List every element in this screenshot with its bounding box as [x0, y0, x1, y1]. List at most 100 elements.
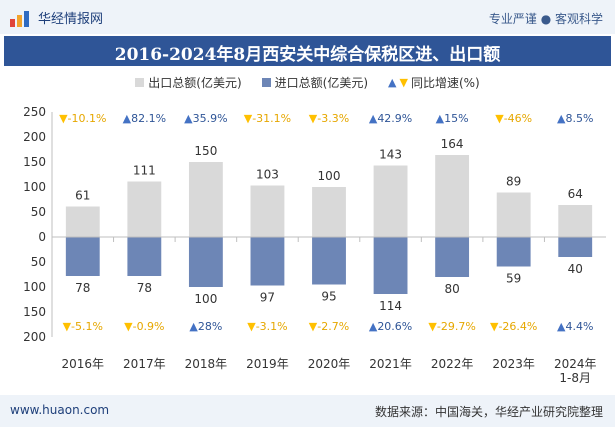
- export-growth-label: ▼-10.1%: [59, 112, 106, 125]
- x-tick-label: 1-8月: [559, 371, 591, 385]
- export-bar: [435, 155, 470, 237]
- growth-value: 8.5%: [565, 112, 593, 125]
- growth-up-triangle-icon: ▲: [369, 112, 378, 125]
- export-bar: [127, 181, 162, 237]
- y-tick-label: 150: [23, 155, 46, 169]
- growth-up-triangle-icon: ▲: [369, 320, 378, 333]
- growth-value: 28%: [198, 320, 222, 333]
- export-value-label: 164: [441, 137, 464, 151]
- growth-up-triangle-icon: ▲: [184, 112, 193, 125]
- legend-up-triangle-icon: ▲: [388, 75, 397, 89]
- growth-value: 82.1%: [131, 112, 166, 125]
- export-growth-label: ▲8.5%: [557, 112, 593, 125]
- brand-logo: 华经情报网: [10, 8, 103, 27]
- growth-up-triangle-icon: ▲: [189, 320, 198, 333]
- export-growth-label: ▲35.9%: [184, 112, 227, 125]
- footer-source: 数据来源：中国海关，华经产业研究院整理: [374, 405, 603, 419]
- growth-value: -5.1%: [71, 320, 103, 333]
- import-growth-label: ▼-29.7%: [428, 320, 475, 333]
- import-growth-label: ▲28%: [189, 320, 222, 333]
- export-bar: [188, 162, 223, 237]
- growth-down-triangle-icon: ▼: [63, 320, 72, 333]
- x-tick-label: 2021年: [369, 357, 412, 371]
- growth-value: 20.6%: [377, 320, 412, 333]
- import-bar: [435, 237, 470, 277]
- export-bar: [496, 192, 531, 237]
- growth-value: -0.9%: [133, 320, 165, 333]
- x-tick-label: 2023年: [492, 357, 535, 371]
- legend-down-triangle-icon: ▼: [399, 75, 408, 89]
- export-value-label: 143: [379, 148, 402, 162]
- export-bar: [558, 205, 593, 237]
- legend-label-import: 进口总额(亿美元): [274, 76, 369, 90]
- legend-item-export: 出口总额(亿美元): [135, 74, 242, 91]
- growth-value: 15%: [444, 112, 468, 125]
- x-tick-label: 2020年: [308, 357, 351, 371]
- legend-swatch-import: [261, 78, 271, 87]
- import-growth-label: ▲4.4%: [557, 320, 593, 333]
- import-value-label: 80: [444, 282, 459, 296]
- export-bar: [250, 185, 285, 237]
- export-growth-label: ▼-31.1%: [244, 112, 291, 125]
- legend-label-export: 出口总额(亿美元): [148, 76, 242, 90]
- export-value-label: 103: [256, 168, 279, 182]
- import-bar: [65, 237, 100, 276]
- legend-item-growth: ▲ ▼ 同比增速(%): [388, 74, 480, 91]
- import-value-label: 78: [75, 281, 90, 295]
- growth-value: -3.1%: [256, 320, 288, 333]
- x-tick-label: 2022年: [431, 357, 474, 371]
- chart-legend: 出口总额(亿美元) 进口总额(亿美元) ▲ ▼ 同比增速(%): [0, 74, 615, 91]
- growth-down-triangle-icon: ▼: [495, 112, 504, 125]
- import-growth-label: ▼-5.1%: [63, 320, 103, 333]
- import-bar: [496, 237, 531, 267]
- x-tick-label: 2016年: [62, 357, 105, 371]
- export-bar: [65, 206, 100, 237]
- import-value-label: 40: [568, 262, 583, 276]
- growth-down-triangle-icon: ▼: [309, 320, 318, 333]
- growth-up-triangle-icon: ▲: [123, 112, 132, 125]
- growth-up-triangle-icon: ▲: [557, 112, 566, 125]
- export-value-label: 61: [75, 189, 90, 203]
- import-bar: [558, 237, 593, 257]
- export-growth-label: ▼-3.3%: [309, 112, 349, 125]
- x-tick-label: 2024年: [554, 357, 597, 371]
- chart-title: 2016-2024年8月西安关中综合保税区进、出口额: [114, 45, 501, 65]
- import-value-label: 78: [137, 281, 152, 295]
- import-growth-label: ▼-3.1%: [247, 320, 287, 333]
- y-tick-label: 50: [31, 205, 46, 219]
- growth-value: -29.7%: [437, 320, 476, 333]
- y-tick-label: 100: [23, 280, 46, 294]
- import-growth-label: ▼-0.9%: [124, 320, 164, 333]
- export-value-label: 111: [133, 164, 156, 178]
- import-growth-label: ▼-26.4%: [490, 320, 537, 333]
- growth-value: 4.4%: [565, 320, 593, 333]
- growth-down-triangle-icon: ▼: [490, 320, 499, 333]
- import-bar: [312, 237, 346, 285]
- growth-down-triangle-icon: ▼: [247, 320, 256, 333]
- growth-value: 42.9%: [377, 112, 412, 125]
- footer-site: www.huaon.com: [10, 403, 110, 417]
- y-tick-label: 200: [23, 130, 46, 144]
- growth-value: -31.1%: [252, 112, 291, 125]
- import-value-label: 114: [379, 299, 402, 313]
- legend-label-growth: 同比增速(%): [410, 76, 480, 90]
- y-tick-label: 250: [23, 105, 46, 119]
- growth-value: 35.9%: [193, 112, 228, 125]
- export-bar: [373, 165, 408, 237]
- brand-logo-icon: [10, 10, 29, 27]
- growth-down-triangle-icon: ▼: [124, 320, 133, 333]
- brand-name: 华经情报网: [38, 12, 104, 27]
- export-value-label: 100: [318, 169, 341, 183]
- growth-up-triangle-icon: ▲: [436, 112, 445, 125]
- export-growth-label: ▲82.1%: [123, 112, 166, 125]
- import-value-label: 95: [321, 290, 336, 304]
- title-bar: 2016-2024年8月西安关中综合保税区进、出口额: [4, 36, 611, 66]
- growth-down-triangle-icon: ▼: [309, 112, 318, 125]
- growth-down-triangle-icon: ▼: [428, 320, 437, 333]
- export-value-label: 64: [568, 187, 583, 201]
- growth-value: -3.3%: [317, 112, 349, 125]
- growth-value: -46%: [504, 112, 532, 125]
- import-bar: [188, 237, 223, 287]
- y-tick-label: 150: [23, 305, 46, 319]
